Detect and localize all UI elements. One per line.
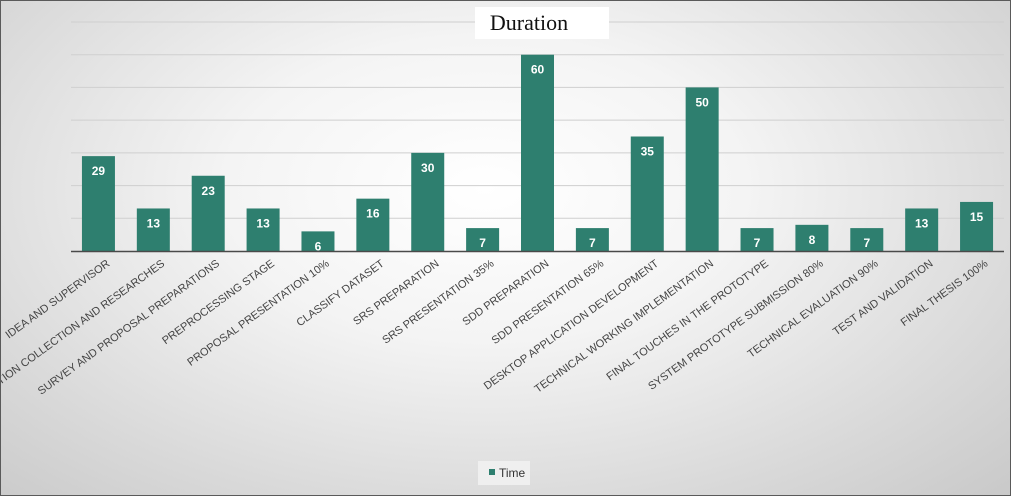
data-label: 50 <box>695 95 709 109</box>
legend-swatch <box>489 469 495 475</box>
data-label: 7 <box>479 236 486 250</box>
bar <box>740 228 774 251</box>
data-label: 13 <box>915 216 929 230</box>
data-label: 8 <box>809 233 816 247</box>
legend: Time <box>478 461 530 485</box>
data-label: 15 <box>970 210 984 224</box>
bar <box>136 208 170 251</box>
data-label: 13 <box>147 216 161 230</box>
data-label: 13 <box>256 216 270 230</box>
legend-label: Time <box>499 466 526 480</box>
data-label: 60 <box>531 63 545 77</box>
bar <box>795 224 829 251</box>
data-label: 30 <box>421 161 435 175</box>
data-label: 6 <box>315 239 322 253</box>
bar <box>685 87 719 251</box>
bar <box>630 136 664 251</box>
bar <box>466 228 500 251</box>
bar <box>905 208 939 251</box>
bar <box>575 228 609 251</box>
category-label: IDEA AND SUPERVISOR <box>3 258 112 342</box>
bar <box>246 208 280 251</box>
bar <box>850 228 884 251</box>
bar <box>356 198 390 251</box>
data-label: 7 <box>863 236 870 250</box>
bar <box>81 156 115 251</box>
chart-title-background <box>475 7 609 39</box>
chart-title: Duration <box>490 10 568 35</box>
bars: 29 13 23 13 6 16 30 7 60 7 35 50 7 8 7 13 15 <box>81 54 994 253</box>
category-label: CLASSIFY DATASET <box>295 258 387 330</box>
bar <box>191 175 225 251</box>
legend-background <box>478 461 530 485</box>
data-label: 7 <box>589 236 596 250</box>
data-label: 16 <box>366 207 380 221</box>
bar <box>411 152 445 251</box>
category-label: SRS PRESENTATION 35% <box>380 258 496 347</box>
bar <box>960 201 994 251</box>
data-label: 29 <box>92 164 106 178</box>
category-label: TEST AND VALIDATION <box>831 258 936 339</box>
bar <box>301 231 335 251</box>
bar <box>521 54 554 251</box>
data-label: 35 <box>641 145 655 159</box>
data-label: 7 <box>754 236 761 250</box>
data-label: 23 <box>202 184 216 198</box>
